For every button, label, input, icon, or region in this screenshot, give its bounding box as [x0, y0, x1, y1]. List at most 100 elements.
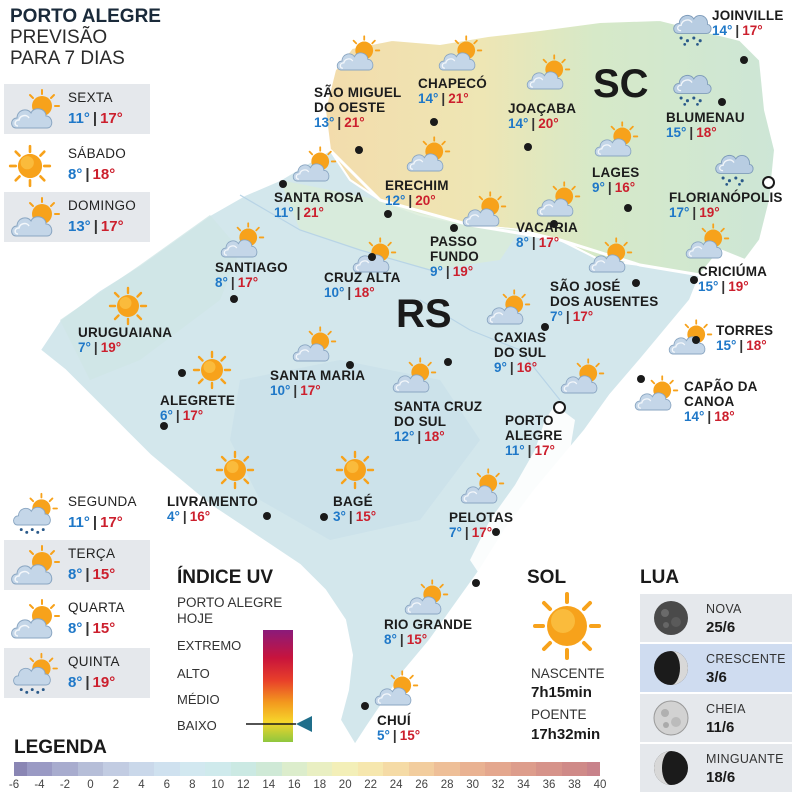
city-forecast: ERECHIM 12° | 20°	[385, 178, 449, 209]
temp-separator: |	[93, 340, 98, 355]
city-marker	[430, 118, 438, 126]
scale-tick-label: -4	[34, 779, 45, 791]
city-temps: 14° | 17°	[712, 23, 784, 39]
day-temps: 11° | 17°	[68, 110, 123, 127]
city-name: URUGUAIANA	[78, 325, 173, 340]
scale-tick-label: 40	[593, 779, 607, 791]
city-marker	[178, 369, 186, 377]
city-name: FLORIANÓPOLIS	[669, 190, 783, 205]
city-name: PORTO ALEGRE	[505, 413, 563, 443]
moon-phase-row: CRESCENTE 3/6	[640, 644, 792, 692]
sunrise-label: NASCENTE	[531, 666, 605, 681]
sun-cloud-icon	[586, 236, 634, 281]
max-temp: 21°	[344, 115, 365, 130]
temp-separator: |	[692, 205, 697, 220]
city-name: TORRES	[716, 323, 774, 338]
scale-tick-label: 0	[87, 779, 94, 791]
city-forecast: FLORIANÓPOLIS 17° | 19°	[669, 190, 783, 221]
temp-separator: |	[92, 514, 98, 531]
city-marker	[718, 98, 726, 106]
min-temp: 8°	[516, 235, 529, 250]
scale-tick-label: 24	[389, 779, 403, 791]
sun-cloud-icon	[8, 196, 62, 240]
scale-tick-label: 8	[189, 779, 196, 791]
scale-tick-label: 12	[236, 779, 250, 791]
uv-level-high: ALTO	[177, 666, 210, 681]
min-temp: 8°	[68, 166, 83, 183]
city-forecast: BAGÉ 3° | 15°	[333, 494, 376, 525]
temp-separator: |	[230, 275, 235, 290]
min-temp: 9°	[430, 264, 443, 279]
moon-phase-date: 3/6	[706, 669, 727, 686]
city-name: PELOTAS	[449, 510, 514, 525]
city-marker	[472, 579, 480, 587]
moon-title: LUA	[640, 567, 680, 588]
temp-separator: |	[509, 360, 514, 375]
scale-tick-label: 30	[466, 779, 479, 791]
scale-swatch	[434, 762, 460, 776]
state-label-rs: RS	[396, 292, 452, 336]
sun-cloud-icon	[666, 318, 714, 363]
city-temps: 14° | 21°	[418, 91, 487, 107]
city-marker	[230, 295, 238, 303]
day-forecast-row: SÁBADO 8° | 18°	[4, 140, 150, 190]
city-marker	[355, 146, 363, 154]
cloud-rain-icon	[668, 68, 716, 113]
min-temp: 8°	[215, 275, 228, 290]
sun-icon	[8, 144, 62, 188]
min-temp: 15°	[716, 338, 737, 353]
max-temp: 17°	[538, 235, 560, 250]
max-temp: 21°	[303, 205, 324, 220]
city-temps: 4° | 16°	[167, 509, 258, 525]
max-temp: 15°	[355, 509, 377, 524]
moon-phase-date: 25/6	[706, 619, 736, 636]
city-forecast: PELOTAS 7° | 17°	[449, 510, 513, 541]
city-name: LIVRAMENTO	[167, 494, 259, 509]
city-marker	[524, 143, 532, 151]
city-name: CRUZ ALTA	[324, 270, 401, 285]
city-temps: 12° | 18°	[394, 429, 482, 445]
min-temp: 7°	[78, 340, 91, 355]
min-temp: 7°	[449, 525, 462, 540]
uv-pointer-icon	[296, 716, 312, 732]
city-forecast: TORRES 15° | 18°	[716, 323, 773, 354]
moon-phase-name: MINGUANTE	[706, 752, 784, 766]
temp-separator: |	[348, 509, 353, 524]
city-name: ERECHIM	[385, 178, 449, 193]
temp-separator: |	[92, 110, 98, 127]
city-temps: 7° | 17°	[550, 309, 658, 325]
sunset-time: 17h32min	[531, 726, 601, 743]
sun-cloud-icon	[402, 578, 450, 623]
sun-cloud-icon	[558, 357, 606, 402]
min-temp: 9°	[494, 360, 507, 375]
temp-separator: |	[445, 264, 450, 279]
scale-swatch	[128, 762, 155, 776]
scale-tick-label: 6	[163, 779, 171, 791]
temp-separator: |	[392, 728, 397, 743]
scale-swatch	[536, 762, 562, 776]
sun-cloud-icon	[8, 88, 62, 132]
city-temps: 14° | 18°	[684, 409, 758, 425]
sun-cloud-icon	[290, 145, 338, 190]
scale-swatch	[408, 762, 435, 776]
sun-cloud-icon	[372, 669, 420, 714]
temp-separator: |	[531, 116, 536, 131]
day-name: SEGUNDA	[68, 494, 137, 509]
city-name: RIO GRANDE	[384, 617, 473, 632]
city-temps: 9° | 16°	[494, 360, 546, 376]
city-forecast: CRUZ ALTA 10° | 18°	[324, 270, 401, 301]
sunrise-time: 7h15min	[531, 684, 592, 701]
city-marker	[541, 323, 549, 331]
uv-current-indicator	[246, 716, 312, 732]
temp-separator: |	[296, 205, 301, 220]
max-temp: 17°	[237, 275, 259, 290]
scale-swatch	[307, 762, 333, 776]
city-temps: 3° | 15°	[333, 509, 376, 525]
temp-separator: |	[93, 218, 98, 235]
city-name: CHAPECÓ	[418, 76, 487, 91]
city-marker	[740, 56, 748, 64]
min-temp: 8°	[68, 674, 83, 691]
temp-separator: |	[85, 566, 90, 583]
min-temp: 14°	[712, 23, 733, 38]
